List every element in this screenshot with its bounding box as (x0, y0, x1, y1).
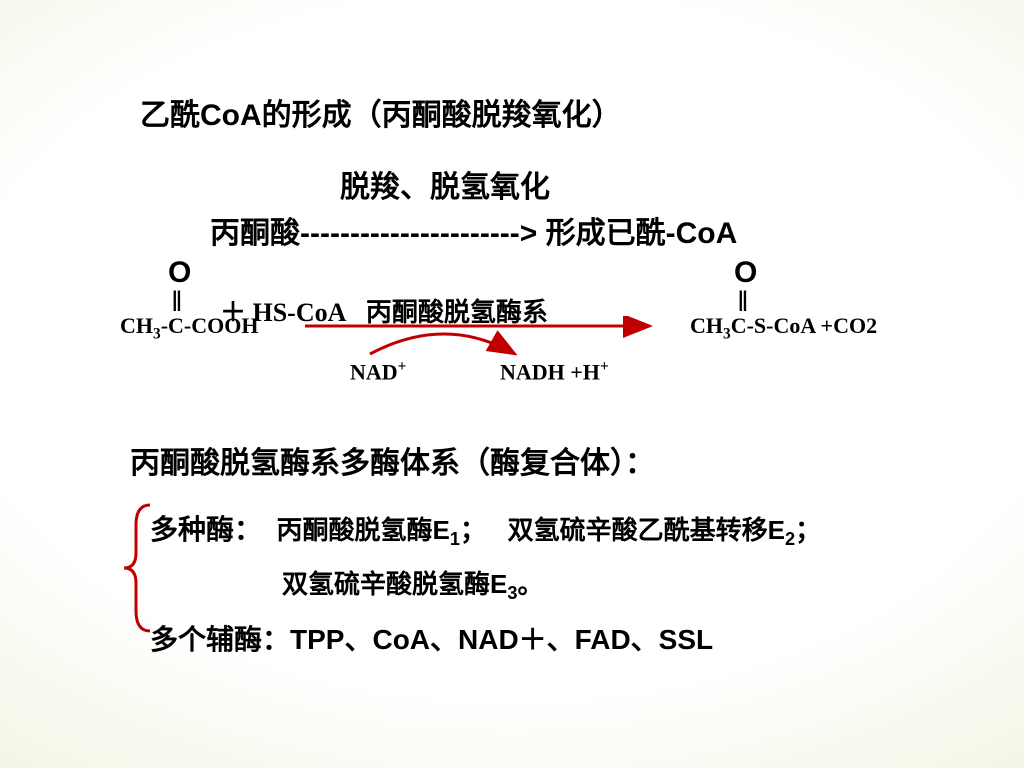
enzyme-list-block: 多种酶： 丙酮酸脱氢酶E1； 双氢硫辛酸乙酰基转移E2； 双氢硫辛酸脱氢酶E3。… (150, 508, 964, 658)
product-double-bond: ‖ (738, 288, 877, 315)
enzymes-line-2: 双氢硫辛酸脱氢酶E3。 (282, 564, 964, 604)
reaction-top-label: 脱羧、脱氢氧化 (340, 162, 964, 206)
enzymes-line-1: 多种酶： 丙酮酸脱氢酶E1； 双氢硫辛酸乙酰基转移E2； (150, 508, 964, 550)
product-oxygen: O (734, 258, 877, 288)
reaction-main-line: 丙酮酸----------------------> 形成已酰-CoA (210, 208, 964, 252)
slide-content: 乙酰CoA的形成（丙酮酸脱羧氧化） 脱羧、脱氢氧化 丙酮酸-----------… (0, 0, 1024, 768)
slide-title: 乙酰CoA的形成（丙酮酸脱羧氧化） (140, 90, 964, 134)
curly-brace-icon (120, 503, 160, 633)
reactant-oxygen: O (168, 258, 258, 288)
product-structure: O ‖ CH3C-S-CoA +CO2 (690, 258, 877, 342)
nadh-label: NADH +H+ (500, 358, 609, 385)
section2-heading: 丙酮酸脱氢酶系多酶体系（酶复合体）： (130, 438, 964, 482)
nad-label: NAD+ (350, 358, 406, 385)
coenzymes-line: 多个辅酶：TPP、CoA、NAD＋、FAD、SSL (150, 618, 964, 658)
chemical-equation: O ‖ CH3-C-COOH ＋ HS-CoA 丙酮酸脱氢酶系 NAD+ NAD… (60, 258, 964, 388)
product-formula: CH3C-S-CoA +CO2 (690, 315, 877, 342)
